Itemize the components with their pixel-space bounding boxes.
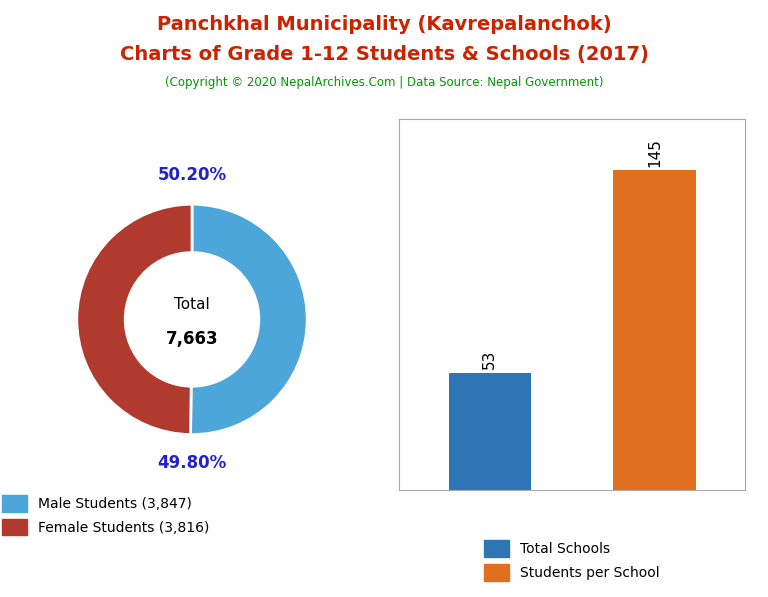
Legend: Male Students (3,847), Female Students (3,816): Male Students (3,847), Female Students (… [0,489,215,541]
Text: Charts of Grade 1-12 Students & Schools (2017): Charts of Grade 1-12 Students & Schools … [120,45,648,64]
Wedge shape [77,204,192,435]
Bar [614,170,696,490]
Text: (Copyright © 2020 NepalArchives.Com | Data Source: Nepal Government): (Copyright © 2020 NepalArchives.Com | Da… [165,76,603,90]
Legend: Total Schools, Students per School: Total Schools, Students per School [478,534,666,586]
Text: Panchkhal Municipality (Kavrepalanchok): Panchkhal Municipality (Kavrepalanchok) [157,15,611,34]
Text: 49.80%: 49.80% [157,454,227,472]
Text: 53: 53 [482,350,498,370]
Text: 50.20%: 50.20% [157,167,227,184]
Text: 145: 145 [647,138,662,167]
Wedge shape [190,204,307,435]
Bar [449,373,531,490]
Text: 7,663: 7,663 [166,330,218,348]
Text: Total: Total [174,297,210,312]
